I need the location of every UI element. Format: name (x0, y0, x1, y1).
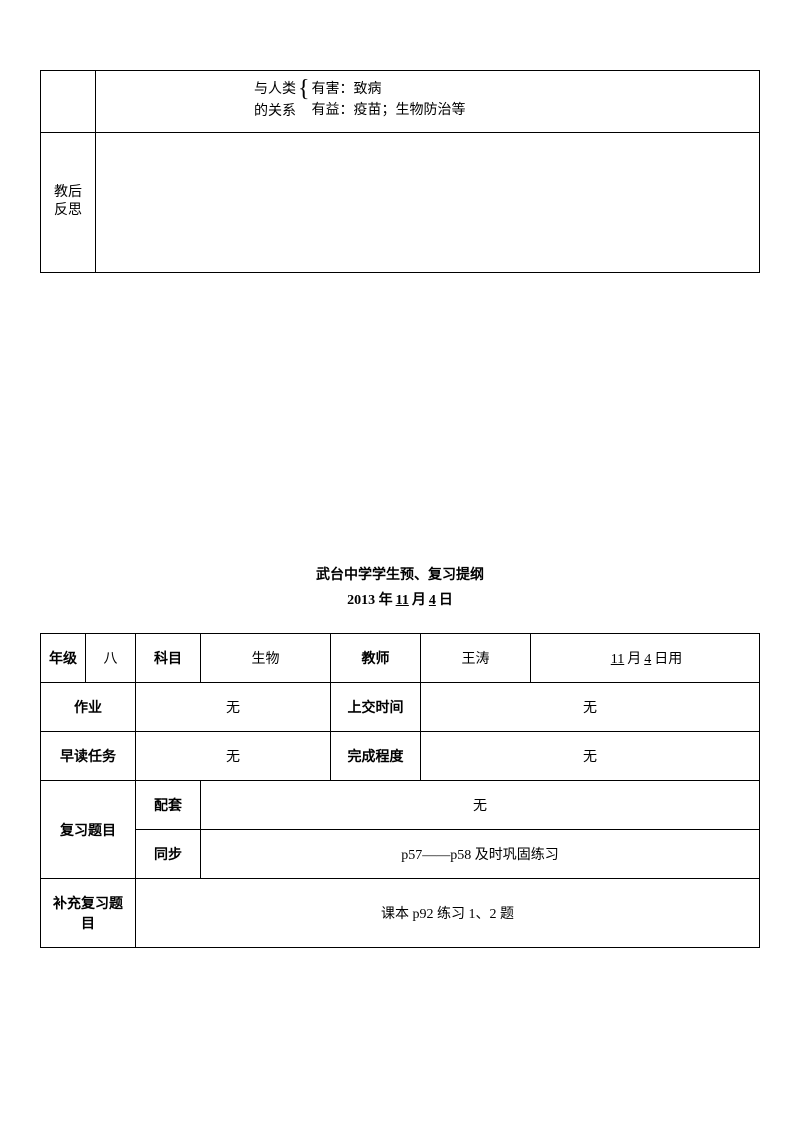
completion-value: 无 (421, 732, 760, 781)
submit-time-value: 无 (421, 683, 760, 732)
lesson-table: 与人类 的关系 { 有害：致病 有益：疫苗；生物防治等 教后反思 (40, 70, 760, 273)
teacher-label: 教师 (331, 634, 421, 683)
homework-label: 作业 (41, 683, 136, 732)
homework-row: 作业 无 上交时间 无 (41, 683, 760, 732)
subject-label: 科目 (136, 634, 201, 683)
review-sync-row: 同步 p57——p58 及时巩固练习 (41, 830, 760, 879)
brace-symbol: { (298, 79, 310, 101)
usage-date: 11月4日用 (531, 634, 760, 683)
sync-label: 同步 (136, 830, 201, 879)
review-outline-table: 年级 八 科目 生物 教师 王涛 11月4日用 作业 无 上交时间 无 早读任务… (40, 633, 760, 948)
relation-row: 与人类 的关系 { 有害：致病 有益：疫苗；生物防治等 (41, 71, 760, 133)
teacher-value: 王涛 (421, 634, 531, 683)
title-section: 武台中学学生预、复习提纲 2013 年11月4日 (40, 563, 760, 613)
homework-value: 无 (136, 683, 331, 732)
supplement-label: 补充复习题目 (41, 879, 136, 948)
review-matching-row: 复习题目 配套 无 (41, 781, 760, 830)
reflection-label: 教后反思 (41, 132, 96, 272)
completion-label: 完成程度 (331, 732, 421, 781)
relation-label-cell (41, 71, 96, 133)
morning-label: 早读任务 (41, 732, 136, 781)
header-row: 年级 八 科目 生物 教师 王涛 11月4日用 (41, 634, 760, 683)
reflection-content (96, 132, 760, 272)
sync-value: p57——p58 及时巩固练习 (201, 830, 760, 879)
submit-time-label: 上交时间 (331, 683, 421, 732)
supplement-value: 课本 p92 练习 1、2 题 (136, 879, 760, 948)
morning-row: 早读任务 无 完成程度 无 (41, 732, 760, 781)
grade-value: 八 (86, 634, 136, 683)
matching-label: 配套 (136, 781, 201, 830)
reflection-row: 教后反思 (41, 132, 760, 272)
grade-label: 年级 (41, 634, 86, 683)
brace-content-wrapper: 与人类 的关系 { 有害：致病 有益：疫苗；生物防治等 (104, 79, 751, 124)
title-line1: 武台中学学生预、复习提纲 (40, 563, 760, 588)
brace-label: 与人类 的关系 (254, 79, 296, 124)
morning-value: 无 (136, 732, 331, 781)
review-label: 复习题目 (41, 781, 136, 879)
supplement-row: 补充复习题目 课本 p92 练习 1、2 题 (41, 879, 760, 948)
relation-content-cell: 与人类 的关系 { 有害：致病 有益：疫苗；生物防治等 (96, 71, 760, 133)
title-line2: 2013 年11月4日 (40, 588, 760, 613)
subject-value: 生物 (201, 634, 331, 683)
matching-value: 无 (201, 781, 760, 830)
brace-items: 有害：致病 有益：疫苗；生物防治等 (312, 79, 466, 121)
